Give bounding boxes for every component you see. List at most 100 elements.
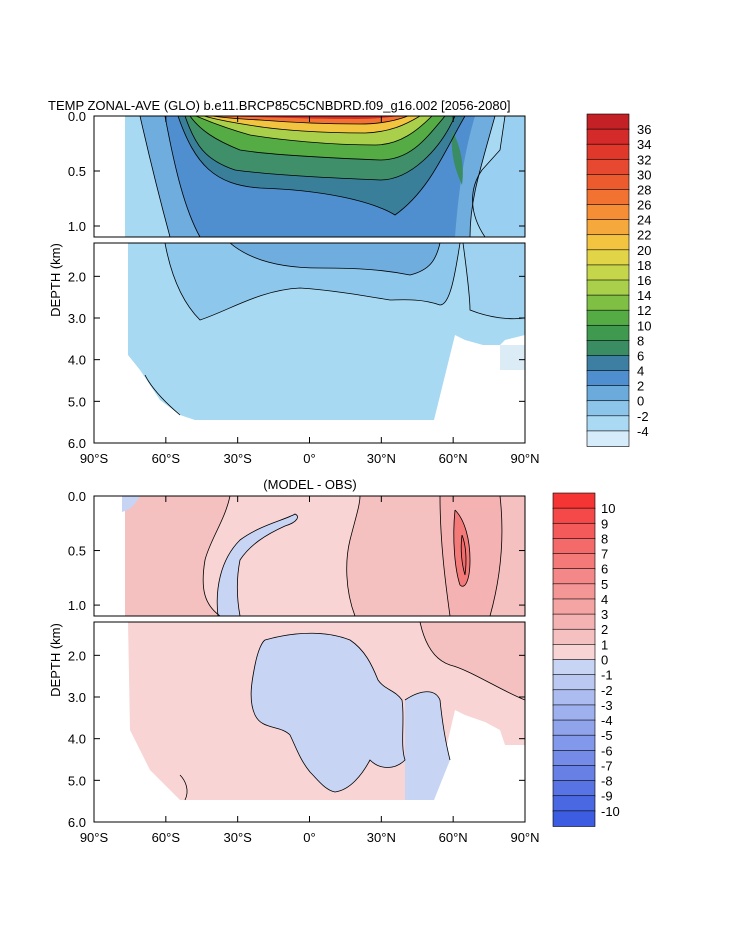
temperature-x-tick-label: 90°N xyxy=(510,451,539,466)
difference-colorbar-swatch xyxy=(552,598,596,615)
temperature-colorbar-swatch xyxy=(586,309,630,327)
difference-colorbar-swatch xyxy=(552,765,596,782)
temperature-colorbar-swatch xyxy=(586,340,630,357)
difference-colorbar-label: 8 xyxy=(601,531,608,546)
difference-colorbar-label: 10 xyxy=(601,501,615,516)
temperature-atlantic-anomaly xyxy=(451,130,463,185)
difference-colorbar-label: 0 xyxy=(601,653,608,668)
difference-chart-title: (MODEL - OBS) xyxy=(263,477,356,492)
difference-colorbar-label: -8 xyxy=(601,774,613,789)
temperature-colorbar-label: 12 xyxy=(637,303,651,318)
difference-colorbar-swatch xyxy=(552,810,596,827)
temperature-colorbar-swatch xyxy=(586,324,630,342)
difference-colorbar-label: 5 xyxy=(601,577,608,592)
temperature-axes: 90°S 60°S 30°S 0° 30°N 60°N 90°N 0.0 0.5 1.0 2.0 3.… xyxy=(68,109,540,466)
difference-colorbar-swatch xyxy=(552,568,596,585)
difference-colorbar-label: 9 xyxy=(601,516,608,531)
difference-colorbar-swatch xyxy=(552,750,596,767)
temperature-colorbar-swatch xyxy=(586,370,630,387)
temperature-colorbar-swatch xyxy=(586,385,630,402)
difference-colorbar-label: 2 xyxy=(601,622,608,637)
difference-colorbar-label: -6 xyxy=(601,743,613,758)
difference-colorbar-swatch xyxy=(552,628,596,646)
difference-x-tick-label: 0° xyxy=(303,830,315,845)
temperature-arctic-shelf xyxy=(500,345,525,370)
temperature-x-tick-label: 60°N xyxy=(439,451,468,466)
difference-colorbar-label: -3 xyxy=(601,698,613,713)
difference-lower-y-tick-label: 5.0 xyxy=(68,773,86,788)
temperature-colorbar-label: 36 xyxy=(637,122,651,137)
temperature-colorbar-label: -2 xyxy=(637,409,649,424)
difference-field-1to2 xyxy=(125,496,230,616)
temperature-x-tick-label: 0° xyxy=(303,451,315,466)
difference-colorbar-label: 6 xyxy=(601,562,608,577)
temperature-colorbar-swatch xyxy=(586,189,630,206)
difference-colorbar-label: 4 xyxy=(601,592,608,607)
difference-colorbar-label: -7 xyxy=(601,758,613,773)
difference-field-2to3 xyxy=(440,496,502,616)
temperature-colorbar-swatch xyxy=(586,219,630,236)
difference-colorbar-swatch xyxy=(552,644,596,661)
temperature-lower-y-tick-label: 2.0 xyxy=(68,269,86,284)
temperature-colorbar-swatch xyxy=(586,415,630,432)
difference-upper-y-tick-label: 0.0 xyxy=(68,489,86,504)
difference-colorbar-swatch xyxy=(552,719,596,736)
temperature-x-tick-label: 90°S xyxy=(80,451,109,466)
difference-lower-y-tick-label: 6.0 xyxy=(68,815,86,830)
temperature-colorbar-label: 20 xyxy=(637,243,651,258)
temperature-colorbar-label: 34 xyxy=(637,137,651,152)
temperature-colorbar-swatch xyxy=(586,158,630,176)
temperature-colorbar-label: 10 xyxy=(637,318,651,333)
temperature-lower-y-tick-label: 6.0 xyxy=(68,436,86,451)
temperature-colorbar-label: 30 xyxy=(637,167,651,182)
difference-colorbar-label: -5 xyxy=(601,728,613,743)
difference-upper-y-tick-label: 0.5 xyxy=(68,544,86,559)
temperature-colorbar-label: 8 xyxy=(637,333,644,348)
difference-colorbar-label: -4 xyxy=(601,713,613,728)
difference-colorbar-label: -1 xyxy=(601,668,613,683)
difference-negative-surface xyxy=(122,496,140,512)
difference-deep-negative-north xyxy=(405,691,450,800)
difference-deep-north-pos xyxy=(420,622,525,700)
temperature-colorbar-label: 6 xyxy=(637,348,644,363)
temperature-colorbar-label: 32 xyxy=(637,152,651,167)
temperature-colorbar-swatch xyxy=(586,430,630,447)
temperature-lower-y-tick-label: 5.0 xyxy=(68,394,86,409)
temperature-y-axis-label: DEPTH (km) xyxy=(48,243,63,317)
difference-colorbar-swatch xyxy=(552,704,596,721)
temperature-x-tick-label: 30°S xyxy=(223,451,252,466)
difference-colorbar-swatch xyxy=(552,553,596,570)
difference-colorbar-label: 1 xyxy=(601,637,608,652)
temperature-field-2to4 xyxy=(135,116,525,237)
temperature-colorbar-label: 4 xyxy=(637,364,644,379)
difference-x-tick-label: 90°N xyxy=(510,830,539,845)
difference-lower-y-tick-label: 4.0 xyxy=(68,732,86,747)
difference-x-tick-label: 60°N xyxy=(439,830,468,845)
difference-upper-panel xyxy=(94,496,525,616)
temperature-chart-title: TEMP ZONAL-AVE (GLO) b.e11.BRCP85C5CNBDR… xyxy=(48,98,510,113)
temperature-colorbar-swatch xyxy=(586,294,630,311)
temperature-colorbar-label: 0 xyxy=(637,394,644,409)
difference-x-tick-label: 90°S xyxy=(80,830,109,845)
difference-colorbar-label: -10 xyxy=(601,804,620,819)
temperature-colorbar-swatch xyxy=(586,279,630,296)
difference-upper-y-tick-label: 1.0 xyxy=(68,598,86,613)
difference-lower-y-tick-label: 2.0 xyxy=(68,648,86,663)
temperature-colorbar-swatch xyxy=(586,143,630,161)
difference-x-tick-label: 30°S xyxy=(223,830,252,845)
temperature-colorbar-label: 14 xyxy=(637,288,651,303)
difference-x-tick-label: 30°N xyxy=(367,830,396,845)
temperature-colorbar-swatch xyxy=(586,113,630,130)
difference-colorbar-swatch xyxy=(552,583,596,600)
difference-lower-y-tick-label: 3.0 xyxy=(68,690,86,705)
temperature-x-tick-label: 30°N xyxy=(367,451,396,466)
difference-colorbar-swatch xyxy=(552,613,596,631)
difference-colorbar-swatch xyxy=(552,492,596,509)
difference-colorbar-label: 3 xyxy=(601,607,608,622)
temperature-chart: TEMP ZONAL-AVE (GLO) b.e11.BRCP85C5CNBDR… xyxy=(48,98,651,466)
temperature-upper-y-tick-label: 0.5 xyxy=(68,164,86,179)
temperature-colorbar-swatch xyxy=(586,174,630,191)
